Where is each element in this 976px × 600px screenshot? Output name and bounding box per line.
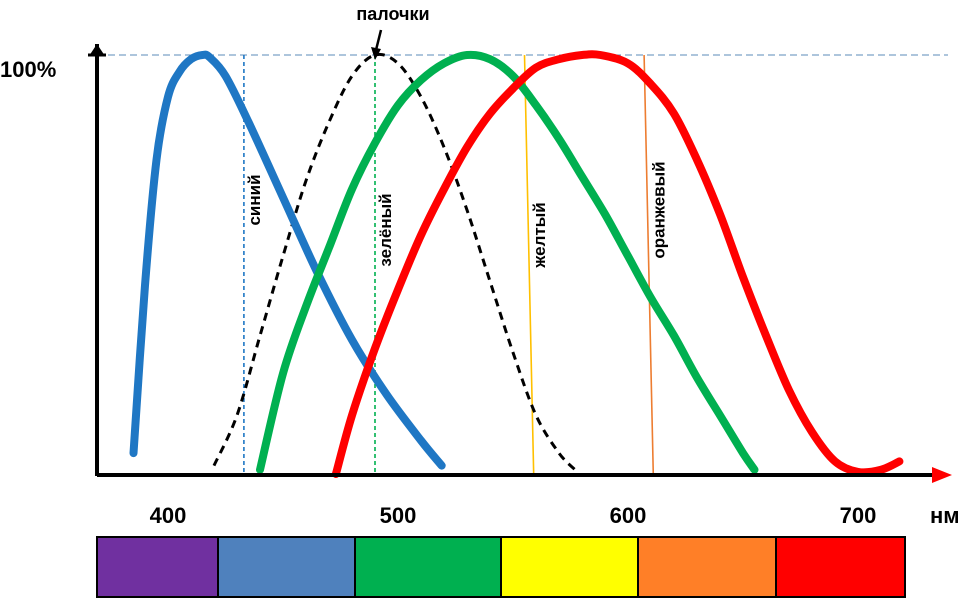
y-max-label: 100%	[0, 57, 56, 82]
reference-line-label-0: синий	[245, 174, 264, 225]
rods-annotation-label: палочки	[356, 4, 429, 24]
spectrum-segment-5	[775, 536, 906, 598]
series-layer	[129, 50, 904, 478]
spectrum-segment-2	[354, 536, 502, 598]
x-tick-label-3: 700	[840, 503, 877, 528]
x-tick-label-0: 400	[150, 503, 187, 528]
x-unit-label: нм	[930, 503, 960, 528]
spectrum-segment-4	[637, 536, 777, 598]
tick-layer: 400 500 600 700	[150, 503, 877, 528]
series-line-0	[129, 50, 446, 470]
y-axis-arrow	[89, 44, 105, 56]
spectrum-segment-1	[217, 536, 356, 598]
x-tick-label-2: 600	[610, 503, 647, 528]
spectrum-segment-0	[96, 536, 219, 598]
reference-line-label-2: желтый	[530, 202, 549, 268]
reference-line-3	[643, 54, 655, 476]
reference-line-label-3: оранжевый	[650, 161, 669, 258]
series-line-1	[212, 52, 577, 471]
rods-annotation-arrow	[374, 29, 383, 51]
rods-annotation-arrow-head	[371, 47, 381, 60]
x-axis-arrow	[932, 467, 952, 483]
series-line-2	[256, 50, 759, 474]
spectrum-segment-3	[500, 536, 639, 598]
reference-lines: синий зелёный желтый оранжевый	[243, 54, 669, 476]
x-tick-label-1: 500	[380, 503, 417, 528]
reference-line-label-1: зелёный	[376, 193, 395, 266]
series-line-3	[331, 50, 904, 478]
spectrum-bar	[96, 536, 906, 598]
